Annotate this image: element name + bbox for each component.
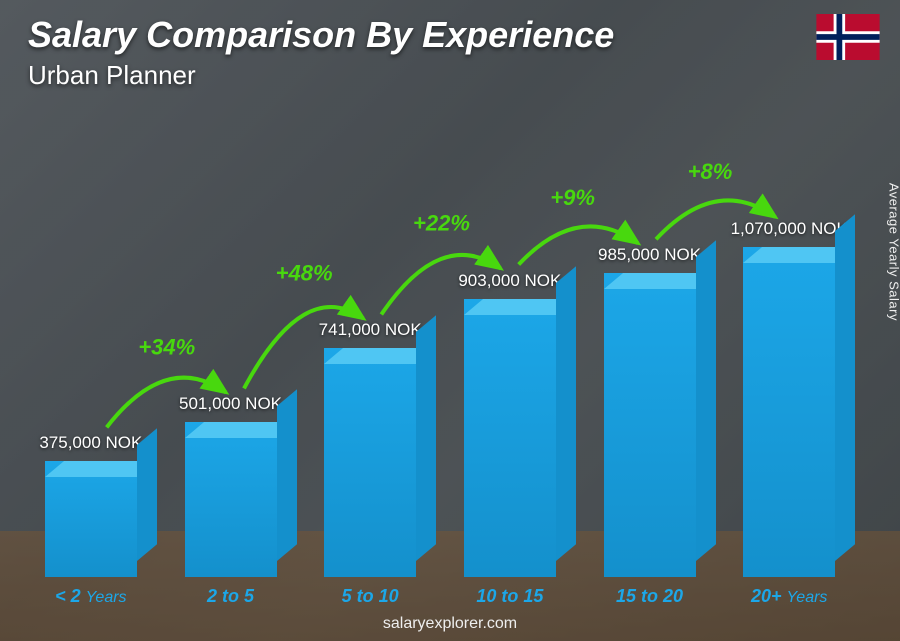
y-axis-label: Average Yearly Salary xyxy=(887,182,900,320)
bar-side-face xyxy=(696,240,716,561)
flag-norway-icon xyxy=(816,14,880,60)
header: Salary Comparison By Experience Urban Pl… xyxy=(28,14,614,91)
x-axis-tick-label: 2 to 5 xyxy=(168,586,294,607)
x-axis-tick-label: 10 to 15 xyxy=(447,586,573,607)
bar xyxy=(743,247,835,577)
x-axis-tick-label: < 2 Years xyxy=(28,586,154,607)
x-axis-tick-label: 20+ Years xyxy=(726,586,852,607)
bar-side-face xyxy=(556,266,576,561)
bar xyxy=(464,299,556,577)
bar-front-face xyxy=(185,422,277,577)
bar xyxy=(604,273,696,577)
bar-column: 375,000 NOK xyxy=(28,433,154,577)
bar xyxy=(185,422,277,577)
bar-side-face xyxy=(835,214,855,561)
bar-front-face xyxy=(324,348,416,577)
bar-front-face xyxy=(743,247,835,577)
bar-front-face xyxy=(464,299,556,577)
bar-side-face xyxy=(137,428,157,561)
bar-value-label: 375,000 NOK xyxy=(39,433,142,453)
bar xyxy=(45,461,137,577)
bar-value-label: 741,000 NOK xyxy=(319,320,422,340)
x-axis-tick-label: 15 to 20 xyxy=(587,586,713,607)
footer-source: salaryexplorer.com xyxy=(0,615,900,633)
chart-title: Salary Comparison By Experience xyxy=(28,14,614,56)
bar-front-face xyxy=(45,461,137,577)
bar-column: 985,000 NOK xyxy=(587,245,713,577)
bar-column: 741,000 NOK xyxy=(307,320,433,577)
bar-side-face xyxy=(416,315,436,561)
bar-column: 501,000 NOK xyxy=(168,394,294,577)
bar-chart: 375,000 NOK 501,000 NOK 741,000 NOK 903,000… xyxy=(28,140,852,577)
x-axis-labels: < 2 Years 2 to 5 5 to 10 10 to 15 15 to 20 20… xyxy=(28,586,852,607)
chart-subtitle: Urban Planner xyxy=(28,60,614,91)
bar-value-label: 903,000 NOK xyxy=(458,271,561,291)
bar-value-label: 501,000 NOK xyxy=(179,394,282,414)
bar-column: 1,070,000 NOK xyxy=(726,219,852,577)
bar-side-face xyxy=(277,389,297,561)
bar-column: 903,000 NOK xyxy=(447,271,573,577)
x-axis-tick-label: 5 to 10 xyxy=(307,586,433,607)
bar xyxy=(324,348,416,577)
bar-value-label: 985,000 NOK xyxy=(598,245,701,265)
bar-value-label: 1,070,000 NOK xyxy=(731,219,848,239)
bar-front-face xyxy=(604,273,696,577)
